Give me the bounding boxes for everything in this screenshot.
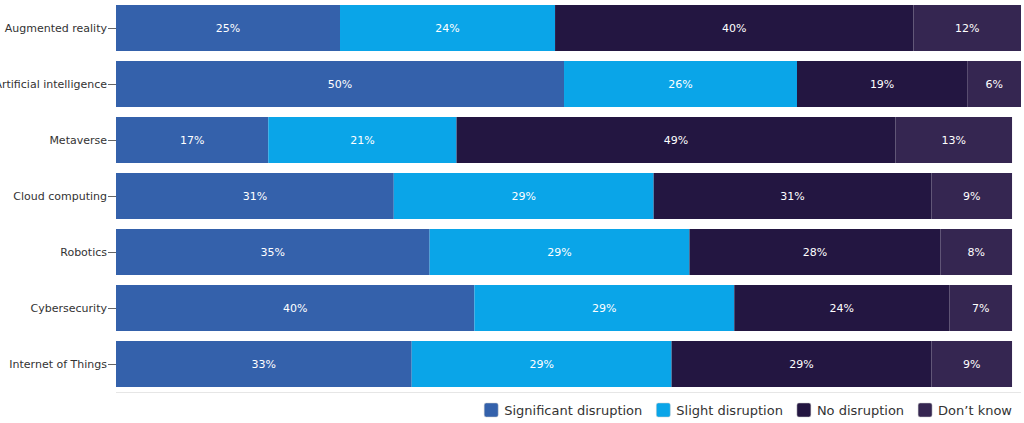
legend-swatch	[918, 403, 932, 417]
data-label: 7%	[972, 302, 989, 315]
bar-segment	[967, 61, 1021, 107]
bar-segment	[931, 173, 1012, 219]
data-label: 28%	[803, 246, 827, 259]
bar-segment	[456, 117, 895, 163]
bar-segment	[340, 5, 555, 51]
legend-label: Slight disruption	[676, 403, 783, 418]
legend: Significant disruption Slight disruption N…	[484, 403, 1012, 418]
category-label: Augmented reality	[5, 22, 108, 35]
bar-segment	[116, 285, 474, 331]
data-label: 24%	[435, 22, 459, 35]
data-label: 29%	[529, 358, 553, 371]
bar-segment	[116, 229, 430, 275]
y-axis: Augmented reality Artificial intelligence…	[0, 22, 116, 371]
category-label: Internet of Things	[9, 358, 107, 371]
data-label: 29%	[789, 358, 813, 371]
category-label: Robotics	[60, 246, 107, 259]
data-label: 29%	[511, 190, 535, 203]
bar-segment	[116, 61, 564, 107]
y-tick	[108, 196, 116, 197]
bar-segment	[654, 173, 932, 219]
bar-segment	[116, 341, 412, 387]
data-label: 29%	[547, 246, 571, 259]
bar-segment	[689, 229, 940, 275]
bar-segment	[430, 229, 690, 275]
data-label: 25%	[216, 22, 240, 35]
bar-segment	[931, 341, 1012, 387]
y-tick	[108, 252, 116, 253]
data-label: 33%	[252, 358, 276, 371]
data-label: 9%	[963, 358, 980, 371]
legend-label: Don’t know	[938, 403, 1012, 418]
x-axis-line	[116, 392, 1021, 393]
bar-segment	[734, 285, 949, 331]
data-label: 12%	[955, 22, 979, 35]
data-label: 19%	[870, 78, 894, 91]
data-label: 49%	[664, 134, 688, 147]
bar-segment	[474, 285, 734, 331]
bar-segment	[797, 61, 967, 107]
legend-item: Significant disruption	[484, 403, 642, 418]
data-label: 29%	[592, 302, 616, 315]
y-tick	[108, 140, 116, 141]
legend-swatch	[484, 403, 498, 417]
data-label: 17%	[180, 134, 204, 147]
data-label: 40%	[722, 22, 746, 35]
legend-swatch	[656, 403, 670, 417]
y-tick	[108, 28, 116, 29]
data-label: 13%	[942, 134, 966, 147]
bar-segment	[394, 173, 654, 219]
category-label: Metaverse	[49, 134, 107, 147]
legend-label: No disruption	[817, 403, 904, 418]
bar-segment	[949, 285, 1012, 331]
y-tick	[108, 308, 116, 309]
bar-segment	[555, 5, 913, 51]
data-label: 31%	[243, 190, 267, 203]
legend-item: No disruption	[797, 403, 904, 418]
bar-segment	[896, 117, 1012, 163]
data-label: 6%	[985, 78, 1002, 91]
category-label: Cloud computing	[13, 190, 107, 203]
y-tick	[108, 364, 116, 365]
bar-segment	[412, 341, 672, 387]
bar-segment	[913, 5, 1021, 51]
data-label: 26%	[668, 78, 692, 91]
data-label: 50%	[328, 78, 352, 91]
data-label: 40%	[283, 302, 307, 315]
data-label: 35%	[261, 246, 285, 259]
legend-item: Don’t know	[918, 403, 1012, 418]
data-label: 24%	[830, 302, 854, 315]
bar-segment	[940, 229, 1012, 275]
bars	[116, 5, 1021, 387]
data-label: 8%	[967, 246, 984, 259]
bar-segment	[116, 173, 394, 219]
data-label: 31%	[780, 190, 804, 203]
chart: 25% 24% 40% 12% 50% 26% 19% 6% 17% 21% 49% 13% 31% 29…	[0, 0, 1024, 423]
category-label: Artificial intelligence	[0, 78, 107, 91]
data-label: 9%	[963, 190, 980, 203]
y-tick	[108, 84, 116, 85]
bar-segment	[116, 5, 340, 51]
legend-label: Significant disruption	[504, 403, 642, 418]
legend-item: Slight disruption	[656, 403, 783, 418]
bar-segment	[116, 117, 268, 163]
bar-segment	[268, 117, 456, 163]
category-label: Cybersecurity	[31, 302, 108, 315]
data-labels: 25% 24% 40% 12% 50% 26% 19% 6% 17% 21% 49% 13% 31% 29…	[180, 22, 1003, 371]
legend-swatch	[797, 403, 811, 417]
bar-segment	[672, 341, 932, 387]
bar-segment	[564, 61, 797, 107]
data-label: 21%	[350, 134, 374, 147]
